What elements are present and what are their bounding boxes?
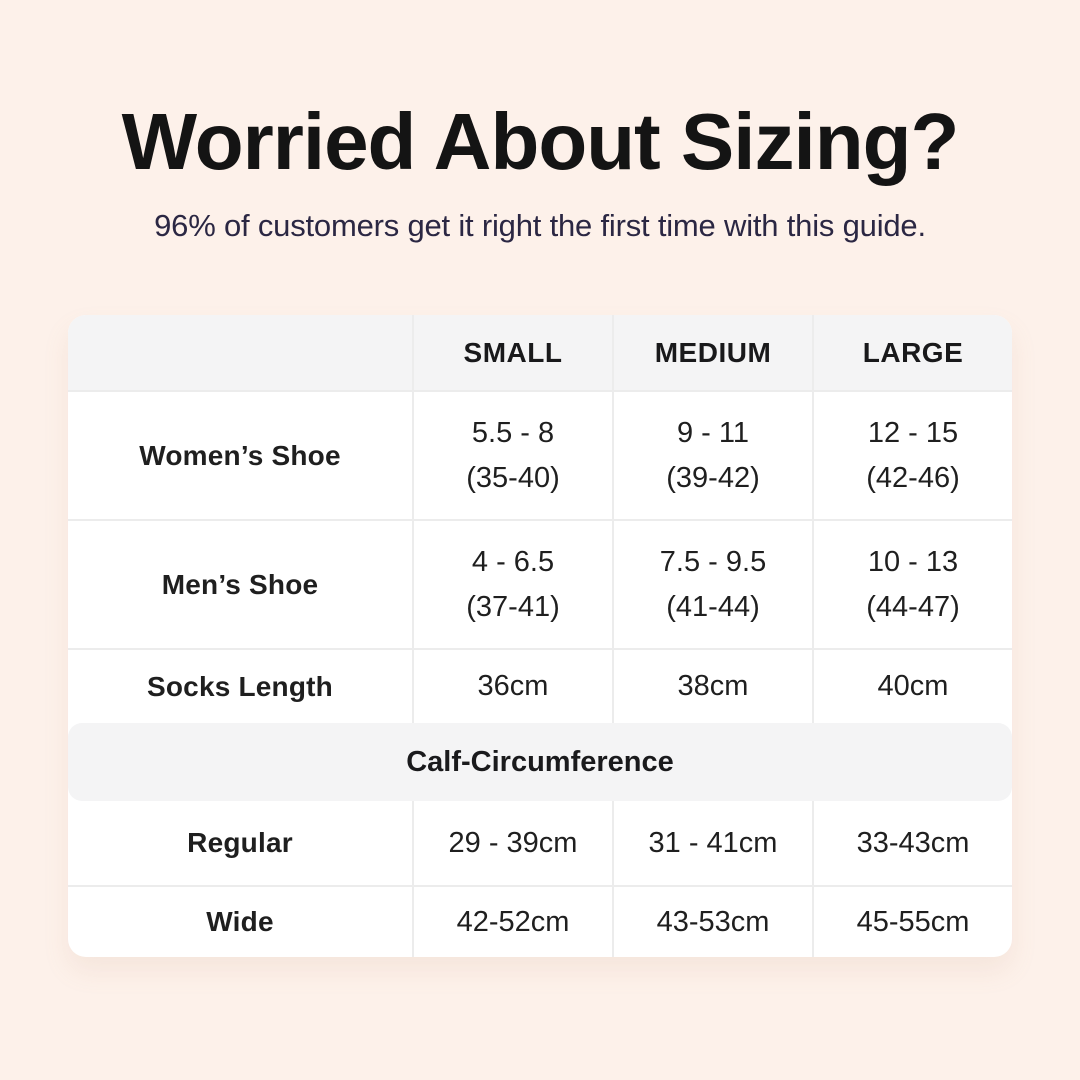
- cell-line: 10 - 13: [867, 545, 959, 578]
- page-title: Worried About Sizing?: [121, 97, 960, 186]
- section-header-calf-circumference: Calf-Circumference: [68, 723, 1012, 801]
- table-cell: 38cm: [612, 650, 812, 723]
- row-label: Socks Length: [147, 670, 333, 702]
- table-cell: 12 - 15 (42-46): [812, 392, 1012, 519]
- table-cell: 31 - 41cm: [612, 801, 812, 885]
- table-cell: 36cm: [412, 650, 612, 723]
- row-label: Regular: [187, 827, 293, 859]
- cell-line: 5.5 - 8: [471, 416, 555, 449]
- cell-line: (41-44): [666, 590, 760, 623]
- table-cell: 7.5 - 9.5 (41-44): [612, 521, 812, 648]
- row-label: Men’s Shoe: [161, 568, 319, 600]
- column-header-medium: MEDIUM: [612, 315, 812, 390]
- page-subtitle: 96% of customers get it right the first …: [154, 208, 926, 243]
- table-cell: 43-53cm: [612, 887, 812, 957]
- table-row-wide: Wide 42-52cm 43-53cm 45-55cm: [68, 885, 1012, 957]
- cell-line: (37-41): [466, 590, 560, 623]
- table-cell: 42-52cm: [412, 887, 612, 957]
- table-cell: 5.5 - 8 (35-40): [412, 392, 612, 519]
- cell-line: (35-40): [466, 461, 560, 494]
- size-chart-table: SMALL MEDIUM LARGE Women’s Shoe 5.5 - 8 …: [68, 315, 1012, 957]
- cell-line: (39-42): [666, 461, 760, 494]
- corner-cell: [68, 315, 412, 390]
- cell-line: (44-47): [866, 590, 960, 623]
- table-row-socks-length: Socks Length 36cm 38cm 40cm: [68, 648, 1012, 723]
- cell-line: 7.5 - 9.5: [659, 545, 767, 578]
- cell-line: (42-46): [866, 461, 960, 494]
- table-cell: 45-55cm: [812, 887, 1012, 957]
- column-header-small: SMALL: [412, 315, 612, 390]
- column-header-large: LARGE: [812, 315, 1012, 390]
- cell-line: 12 - 15: [867, 416, 959, 449]
- table-row-womens-shoe: Women’s Shoe 5.5 - 8 (35-40) 9 - 11 (39-…: [68, 390, 1012, 519]
- table-row-mens-shoe: Men’s Shoe 4 - 6.5 (37-41) 7.5 - 9.5 (41…: [68, 519, 1012, 648]
- cell-line: 4 - 6.5: [471, 545, 555, 578]
- table-cell: 10 - 13 (44-47): [812, 521, 1012, 648]
- table-row-regular: Regular 29 - 39cm 31 - 41cm 33-43cm: [68, 801, 1012, 885]
- table-cell: 4 - 6.5 (37-41): [412, 521, 612, 648]
- table-cell: 40cm: [812, 650, 1012, 723]
- table-header-row: SMALL MEDIUM LARGE: [68, 315, 1012, 390]
- table-cell: 9 - 11 (39-42): [612, 392, 812, 519]
- row-label: Wide: [206, 906, 274, 938]
- table-cell: 29 - 39cm: [412, 801, 612, 885]
- row-label: Women’s Shoe: [139, 439, 341, 471]
- cell-line: 9 - 11: [676, 416, 749, 449]
- table-cell: 33-43cm: [812, 801, 1012, 885]
